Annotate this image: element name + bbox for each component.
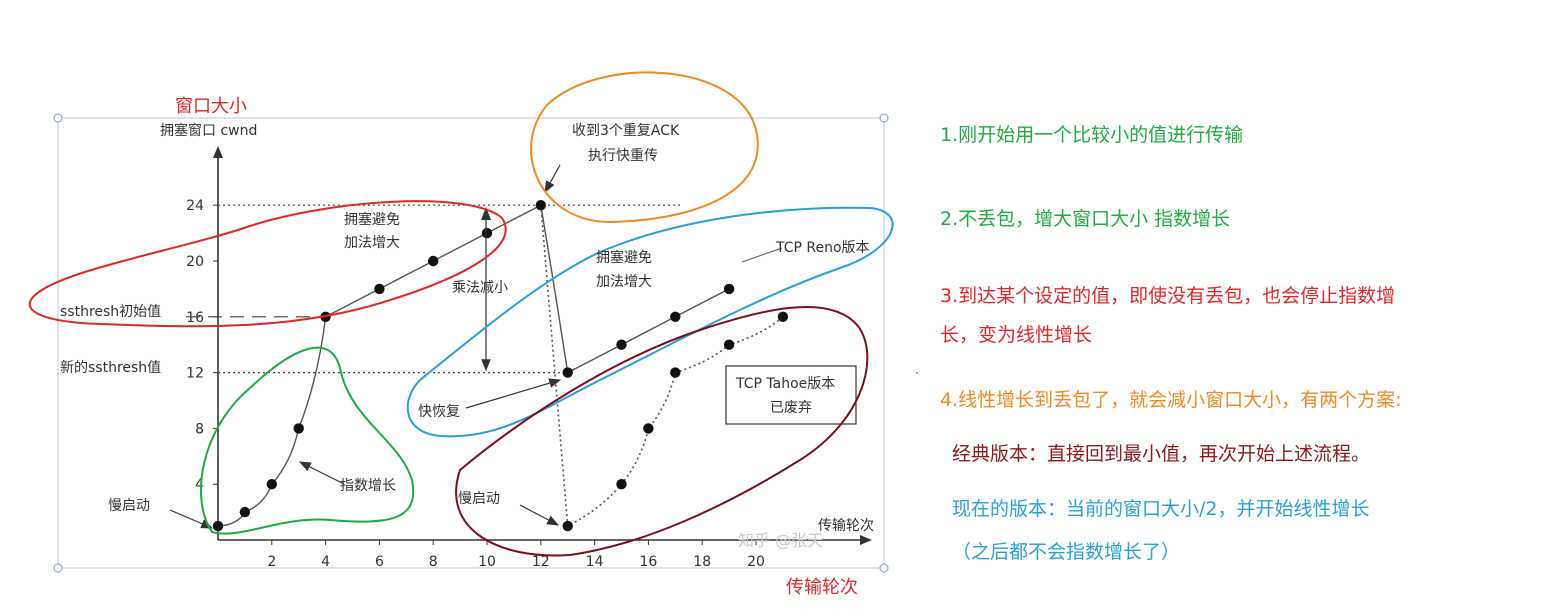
stray-dot: [916, 372, 918, 374]
tahoe-label-box: [725, 365, 857, 425]
x-axis-title: 传输轮次: [818, 518, 874, 534]
reno-label-leader: [741, 247, 783, 263]
reno-data-point: [239, 506, 251, 518]
fast-recovery-arrow: [465, 378, 562, 409]
note-current-version-b: （之后都不会指数增长了）: [952, 541, 1181, 563]
reno-data-point: [616, 339, 627, 350]
note-classic-version: 经典版本：直接回到最小值，再次开始上述流程。: [952, 443, 1371, 465]
slow-start-label-2: 慢启动: [458, 490, 500, 507]
tahoe-data-point: [643, 423, 654, 434]
slow-start-label-1: 慢启动: [108, 497, 150, 514]
ca-label-1b: 加法增大: [344, 235, 400, 251]
fast-recovery-label: 快恢复: [418, 403, 460, 420]
image-frame: [57, 117, 885, 569]
tahoe-data-point: [616, 479, 627, 490]
green-highlight-circle: [200, 346, 415, 535]
blue-highlight-circle: [406, 206, 894, 438]
reno-linear-line-2: [567, 288, 730, 374]
tahoe-dotted-line: [540, 205, 784, 528]
mult-decrease-label: 乘法减小: [452, 280, 508, 296]
x-tick-label: 20: [747, 554, 765, 570]
tahoe-data-point: [670, 367, 681, 378]
x-tick-label: 4: [321, 554, 330, 570]
window-size-annotation: 窗口大小: [175, 96, 247, 117]
frame-handle[interactable]: [53, 563, 63, 573]
y-tick-label: 8: [195, 421, 204, 437]
y-tick-label: 20: [186, 254, 204, 270]
watermark: 知乎 @张天: [738, 531, 823, 550]
tahoe-data-point: [777, 311, 789, 322]
frame-handle[interactable]: [879, 563, 889, 573]
ssthresh-new-label: 新的ssthresh值: [60, 360, 161, 376]
orange-highlight-circle: [530, 71, 759, 224]
note-2: 2.不丢包，增大窗口大小 指数增长: [940, 208, 1231, 230]
note-4: 4.线性增长到丢包了，就会减小窗口大小，有两个方案:: [940, 389, 1402, 411]
y-axis-arrow: [213, 146, 223, 158]
red-highlight-circle: [28, 200, 507, 328]
tahoe-label-2: 已废弃: [770, 400, 812, 416]
x-tick-label: 8: [429, 554, 438, 570]
note-3b: 长，变为线性增长: [940, 324, 1093, 346]
reno-data-point: [481, 227, 493, 239]
y-tick-label: 4: [195, 477, 204, 493]
reno-data-point: [212, 520, 224, 532]
reno-drop-line: [540, 205, 569, 373]
note-3a: 3.到达某个设定的值，即使没有丢包，也会停止指数增: [940, 285, 1396, 307]
tahoe-label-1: TCP Tahoe版本: [735, 376, 835, 392]
x-tick-label: 2: [267, 554, 276, 570]
x-tick-label: 16: [639, 554, 657, 570]
reno-data-point: [723, 283, 735, 295]
x-tick-label: 18: [693, 554, 711, 570]
y-tick-label: 12: [186, 366, 204, 382]
reno-data-point: [562, 367, 573, 378]
x-tick-label: 12: [532, 554, 550, 570]
slow-start-arrow-1: [169, 509, 214, 529]
fast-retransmit-arrow: [544, 164, 561, 194]
tahoe-data-point: [562, 520, 573, 532]
mult-decrease-arrow-top: [481, 207, 491, 220]
note-current-version: 现在的版本：当前的窗口大小/2，并开始线性增长: [952, 498, 1370, 520]
exp-growth-label: 指数增长: [340, 478, 396, 494]
fast-retransmit-label-1: 收到3个重复ACK: [572, 122, 680, 139]
reno-data-point: [266, 479, 277, 490]
x-axis-arrow: [860, 535, 872, 545]
reno-label: TCP Reno版本: [775, 240, 870, 256]
fast-retransmit-label-2: 执行快重传: [588, 148, 658, 164]
slow-start-arrow-2: [519, 504, 560, 526]
x-tick-label: 10: [478, 554, 496, 570]
tahoe-data-point: [723, 339, 735, 350]
x-tick-label: 6: [375, 554, 384, 570]
ca-label-1a: 拥塞避免: [344, 211, 400, 228]
reno-data-point: [293, 423, 304, 434]
x-tick-label: 14: [586, 554, 604, 570]
reno-data-point: [374, 283, 385, 295]
y-tick-label: 16: [186, 310, 204, 326]
maroon-highlight-circle: [455, 306, 869, 557]
ssthresh-initial-label: ssthresh初始值: [60, 303, 161, 320]
frame-handle[interactable]: [879, 113, 889, 123]
reno-data-point: [670, 311, 681, 322]
ca-label-2b: 加法增大: [596, 274, 652, 290]
exp-growth-arrow: [298, 461, 345, 485]
y-axis-title: 拥塞窗口 cwnd: [160, 122, 257, 139]
note-1: 1.刚开始用一个比较小的值进行传输: [940, 124, 1244, 146]
ca-label-2a: 拥塞避免: [596, 249, 652, 266]
y-tick-label: 24: [186, 198, 204, 214]
reno-data-point: [428, 255, 439, 267]
transmission-round-annotation: 传输轮次: [786, 577, 858, 598]
frame-handle[interactable]: [53, 113, 63, 123]
reno-data-point: [535, 200, 546, 211]
